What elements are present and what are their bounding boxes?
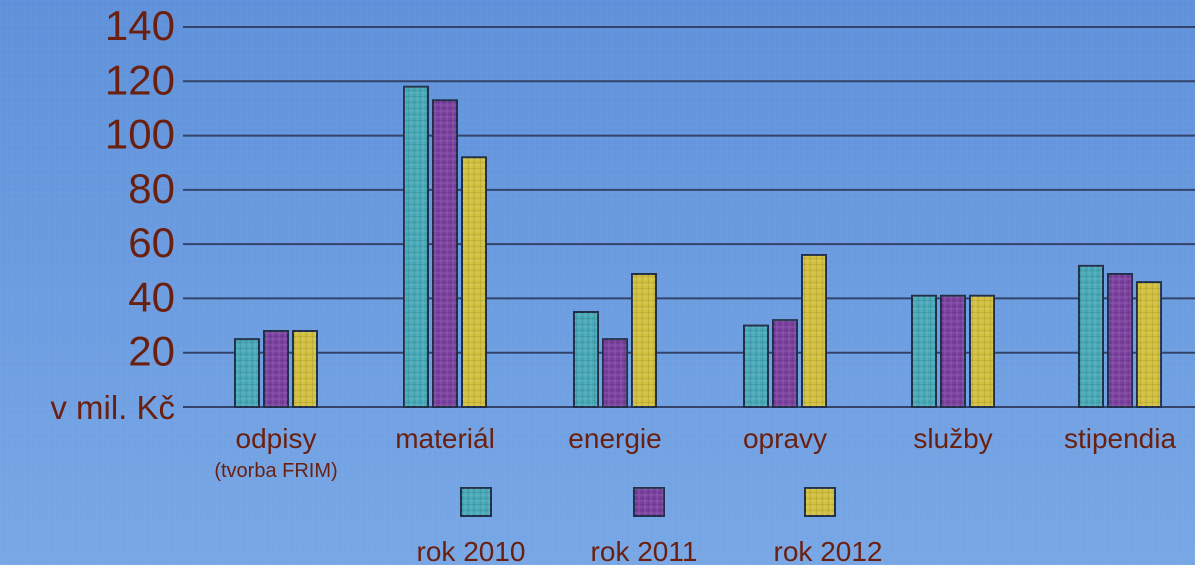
- y-tick-label: 20: [128, 328, 175, 375]
- category-label: materiál: [395, 423, 495, 454]
- category-label: stipendia: [1064, 423, 1177, 454]
- bar-texture: [1137, 282, 1161, 407]
- y-tick-label: 140: [105, 2, 175, 49]
- y-tick-label: 120: [105, 56, 175, 103]
- legend-swatch-texture: [805, 488, 835, 516]
- y-tick-label: 80: [128, 165, 175, 212]
- legend-label-rok-2012: rok 2012: [774, 536, 883, 565]
- bar-texture: [1108, 274, 1132, 407]
- bar-texture: [433, 100, 457, 408]
- y-tick-label: 100: [105, 111, 175, 158]
- legend-swatch-texture: [461, 488, 491, 516]
- category-label: služby: [913, 423, 992, 454]
- category-label: energie: [568, 423, 661, 454]
- legend-label-rok-2011: rok 2011: [591, 536, 698, 565]
- bar-texture: [970, 295, 994, 407]
- bar-texture: [802, 255, 826, 407]
- bar-texture: [462, 157, 486, 407]
- category-label: odpisy: [236, 423, 317, 454]
- category-sublabel: (tvorba FRIM): [214, 460, 337, 482]
- bar-texture: [574, 312, 598, 407]
- bar-texture: [293, 331, 317, 407]
- category-label: opravy: [743, 423, 827, 454]
- bar-texture: [404, 86, 428, 407]
- legend-label-rok-2010: rok 2010: [417, 536, 526, 565]
- bar-texture: [235, 339, 259, 407]
- bar-texture: [1079, 265, 1103, 407]
- y-axis-label: v mil. Kč: [50, 389, 175, 426]
- legend-swatch-texture: [634, 488, 664, 516]
- bar-texture: [744, 325, 768, 407]
- bar-texture: [912, 295, 936, 407]
- bar-texture: [773, 320, 797, 407]
- y-tick-label: 40: [128, 273, 175, 320]
- y-tick-label: 60: [128, 219, 175, 266]
- bar-texture: [941, 295, 965, 407]
- bar-texture: [603, 339, 627, 407]
- bar-texture: [264, 331, 288, 407]
- bar-texture: [632, 274, 656, 407]
